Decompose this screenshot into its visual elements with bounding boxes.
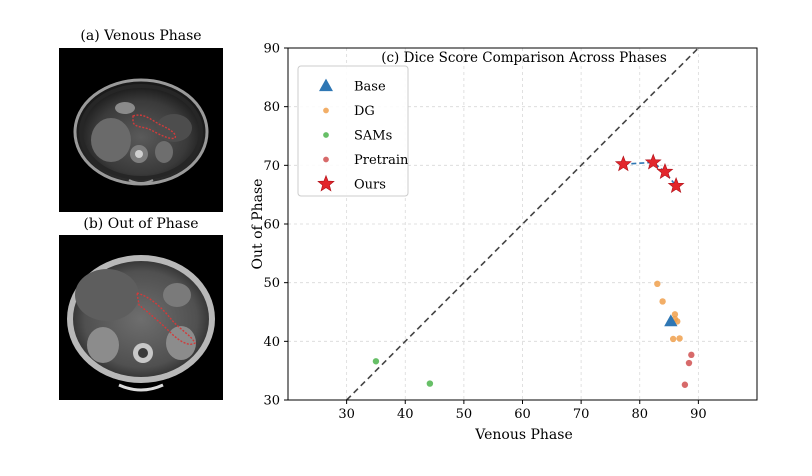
legend: Base DG SAMs Pretrain Ours xyxy=(297,65,409,197)
legend-marker-base xyxy=(319,78,333,92)
point-dg xyxy=(676,335,683,342)
legend-label-dg: DG xyxy=(354,104,375,119)
point-sams xyxy=(372,358,380,365)
point-ours xyxy=(644,153,662,170)
legend-item-base: Base xyxy=(319,78,386,95)
y-equals-x-line xyxy=(346,47,699,401)
legend-marker-dg xyxy=(323,107,329,114)
legend-item-sams: SAMs xyxy=(323,129,392,144)
x-tick-label: 70 xyxy=(573,407,590,422)
series-pretrain xyxy=(681,351,695,388)
x-tick-label: 90 xyxy=(690,407,707,422)
point-dg xyxy=(654,280,661,288)
point-pretrain xyxy=(681,381,689,388)
out-of-phase-mri-image xyxy=(59,235,223,400)
legend-box xyxy=(297,65,409,197)
y-tick-label: 90 xyxy=(263,42,280,57)
point-base xyxy=(664,314,678,327)
x-axis-label: Venous Phase xyxy=(474,427,572,443)
series-base xyxy=(664,314,678,327)
point-pretrain xyxy=(685,359,693,367)
x-tick-label: 80 xyxy=(631,407,648,422)
y-axis-label: Out of Phase xyxy=(250,179,266,270)
legend-label-pretrain: Pretrain xyxy=(354,153,409,168)
venous-phase-mri-image xyxy=(59,48,223,212)
series-dg xyxy=(654,280,683,343)
y-tick-label: 30 xyxy=(263,394,280,409)
legend-item-dg: DG xyxy=(323,104,375,119)
x-tick-label: 30 xyxy=(338,407,355,422)
data-series xyxy=(372,153,695,388)
axis-ticks: 30 40 50 60 70 80 90 30 40 50 60 70 80 90 xyxy=(263,42,706,423)
legend-marker-pretrain xyxy=(323,156,329,163)
point-ours xyxy=(614,155,632,172)
x-tick-label: 40 xyxy=(397,407,414,422)
y-tick-label: 60 xyxy=(263,218,280,233)
point-dg xyxy=(671,311,679,318)
legend-item-ours: Ours xyxy=(317,174,386,193)
legend-marker-ours xyxy=(317,174,335,192)
panel-a-title: (a) Venous Phase xyxy=(80,28,202,44)
x-tick-label: 60 xyxy=(514,407,531,422)
y-tick-label: 70 xyxy=(263,159,280,174)
point-sams xyxy=(426,380,434,387)
point-dg xyxy=(669,335,677,343)
legend-label-ours: Ours xyxy=(354,178,386,193)
chart-title: (c) Dice Score Comparison Across Phases xyxy=(381,50,667,66)
legend-item-pretrain: Pretrain xyxy=(323,153,409,168)
point-pretrain xyxy=(688,351,695,359)
legend-marker-sams xyxy=(323,132,329,138)
x-tick-label: 50 xyxy=(456,407,473,422)
point-dg xyxy=(674,318,681,325)
point-ours xyxy=(656,162,674,179)
legend-label-sams: SAMs xyxy=(354,129,392,144)
series-ours xyxy=(614,153,685,194)
diagonal-reference-line xyxy=(346,47,699,401)
panel-b-title: (b) Out of Phase xyxy=(83,216,199,232)
y-tick-label: 80 xyxy=(263,100,280,115)
point-dg xyxy=(659,298,666,305)
y-tick-label: 40 xyxy=(263,335,280,350)
point-ours xyxy=(667,177,685,194)
series-sams xyxy=(372,358,434,387)
y-tick-label: 50 xyxy=(263,276,280,291)
legend-label-base: Base xyxy=(354,80,386,95)
